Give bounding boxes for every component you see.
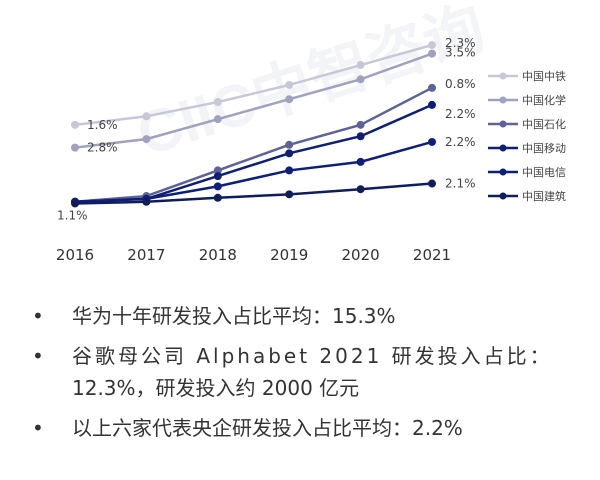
x-tick-label: 2021 (413, 246, 451, 264)
data-point (71, 143, 79, 152)
legend-label: 中国移动 (522, 142, 566, 155)
legend-marker (499, 72, 507, 80)
data-point (71, 199, 79, 208)
end-value-label: 2.2% (445, 107, 476, 121)
data-point (356, 132, 365, 141)
data-point (213, 166, 222, 175)
data-point (213, 172, 222, 181)
end-value-label: 0.8% (445, 77, 476, 91)
data-point (356, 120, 365, 129)
data-point (428, 137, 436, 146)
watermark: CIIC中智咨询 (129, 0, 492, 169)
data-point (285, 140, 294, 149)
data-point (356, 61, 365, 70)
data-point (213, 98, 222, 107)
legend-marker (499, 120, 507, 128)
bullet-text: 以上六家代表央企研发投入占比平均：2.2% (72, 416, 463, 440)
legend-marker (499, 144, 507, 152)
end-value-label: 2.2% (445, 135, 476, 149)
data-point (428, 49, 436, 58)
start-value-label: 1.1% (57, 208, 88, 222)
data-point (428, 41, 436, 50)
start-value-label: 1.6% (87, 118, 118, 132)
bullet-text-line2: 12.3%，研发投入约 2000 亿元 (72, 376, 360, 400)
series-line-1 (74, 52, 433, 149)
series-line-0 (74, 43, 433, 127)
data-point (285, 95, 294, 104)
legend-label: 中国中铁 (522, 70, 566, 83)
data-point (428, 83, 436, 92)
x-tick-label: 2018 (199, 246, 237, 264)
end-value-label: 2.1% (445, 177, 476, 191)
start-value-label: 2.8% (87, 141, 118, 155)
legend-marker (499, 192, 507, 200)
series-line-2 (74, 86, 433, 204)
data-point (285, 166, 294, 175)
series-line-5 (74, 182, 433, 205)
data-point (142, 135, 151, 144)
series-line-4 (74, 140, 433, 204)
data-point (285, 80, 294, 89)
bullet-text: 华为十年研发投入占比平均：15.3% (72, 304, 396, 328)
svg-text:CIIC中智咨询: CIIC中智咨询 (129, 0, 492, 169)
data-point (71, 120, 79, 129)
legend-marker (499, 96, 507, 104)
data-point (285, 190, 294, 199)
data-point (356, 157, 365, 166)
line-chart: CIIC中智咨询 2.3% 1.6% 3.5% 2.8% 0.8% 2.2% 2.2% 2.1… (56, 0, 566, 264)
bullet-text-line1: 谷歌母公司 Alphabet 2021 研发投入占比： (72, 344, 553, 368)
data-point (213, 193, 222, 202)
legend-label: 中国石化 (522, 117, 566, 131)
legend-label: 中国建筑 (522, 189, 566, 203)
bullet-dot: • (32, 304, 44, 328)
data-point (428, 100, 436, 109)
bullet-central-soe: • 以上六家代表央企研发投入占比平均：2.2% (28, 412, 588, 444)
data-point (356, 185, 365, 194)
data-point (356, 75, 365, 84)
end-value-label: 2.3% (445, 36, 476, 50)
legend-label: 中国化学 (522, 93, 566, 107)
data-point (142, 197, 151, 206)
bullet-dot: • (32, 416, 44, 440)
x-tick-label: 2017 (127, 246, 165, 264)
bullet-dot: • (32, 344, 44, 368)
x-tick-label: 2016 (56, 246, 94, 264)
legend-label: 中国电信 (522, 166, 566, 179)
x-tick-label: 2020 (342, 246, 380, 264)
legend-marker (499, 168, 507, 176)
data-point (142, 112, 151, 121)
data-point (213, 115, 222, 124)
x-tick-label: 2019 (270, 246, 308, 264)
end-value-label: 3.5% (445, 46, 476, 60)
data-point (428, 179, 436, 188)
data-point (213, 182, 222, 191)
data-point (285, 149, 294, 158)
bullet-list: • 华为十年研发投入占比平均：15.3% • 谷歌母公司 Alphabet 20… (28, 300, 588, 452)
bullet-alphabet: • 谷歌母公司 Alphabet 2021 研发投入占比： 12.3%，研发投入… (28, 340, 588, 404)
bullet-huawei: • 华为十年研发投入占比平均：15.3% (28, 300, 588, 332)
